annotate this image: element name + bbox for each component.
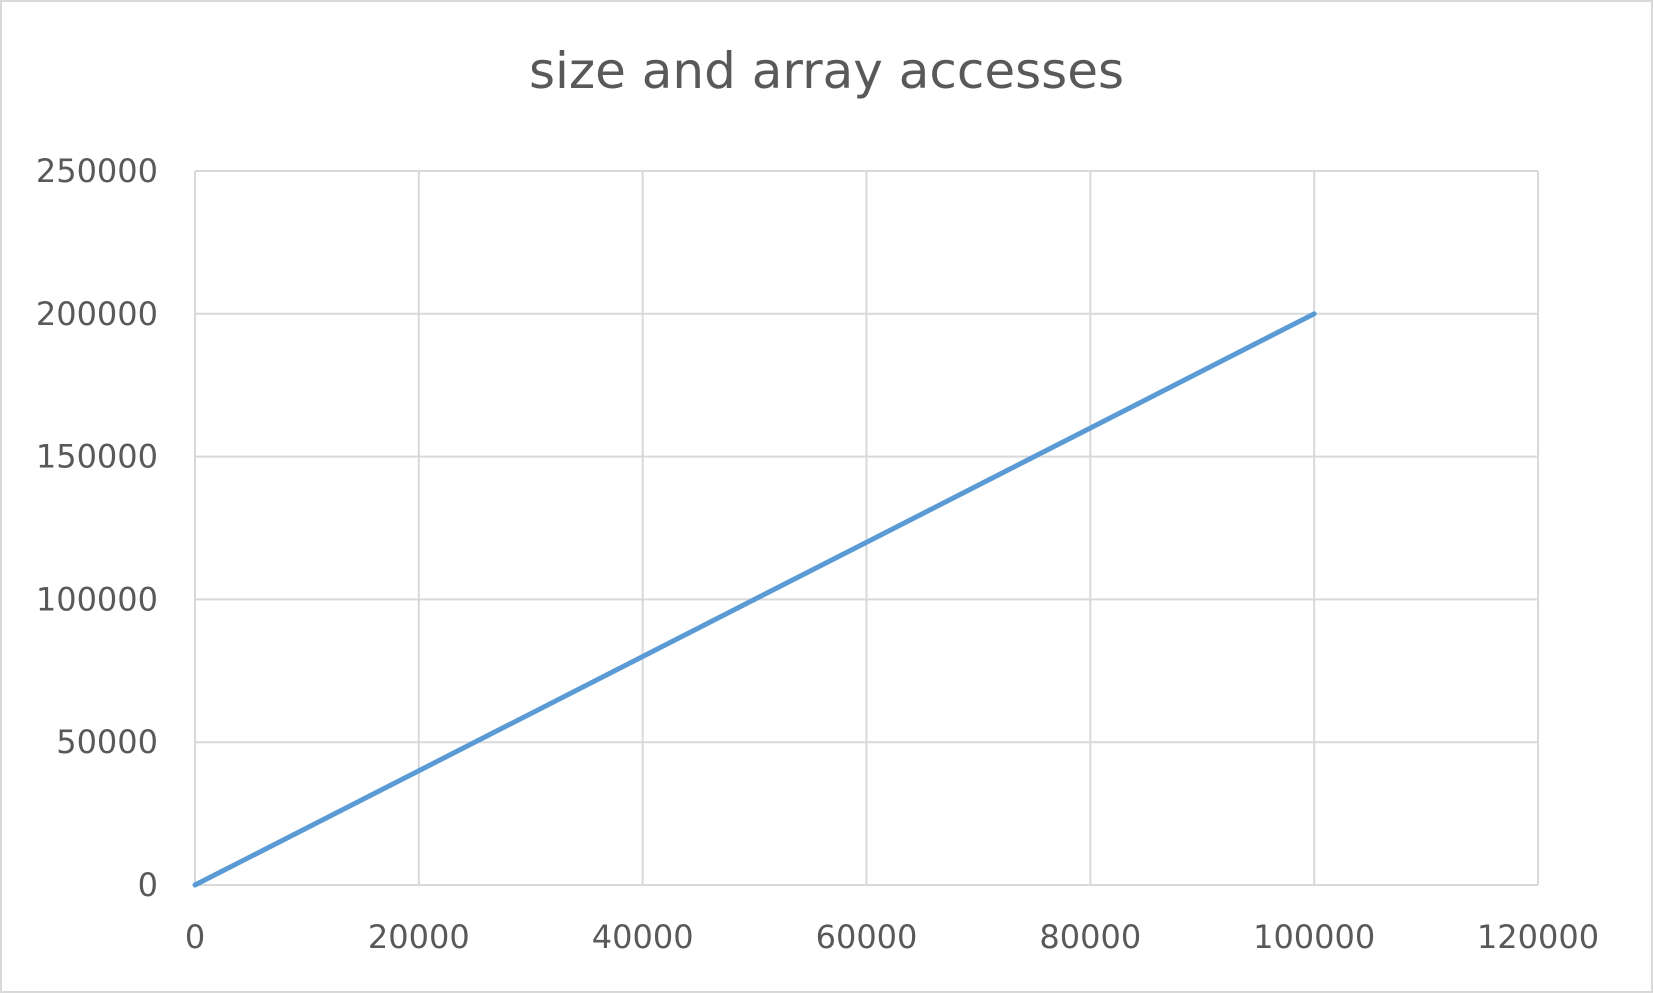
x-tick-label: 20000 (368, 918, 470, 956)
x-tick-label: 0 (185, 918, 205, 956)
y-tick-label: 100000 (36, 580, 158, 618)
grid-lines (194, 170, 1539, 886)
series-line (192, 311, 1317, 888)
y-tick-label: 250000 (36, 152, 158, 190)
y-tick-label: 50000 (56, 723, 158, 761)
y-tick-label: 0 (138, 866, 158, 904)
x-tick-label: 100000 (1253, 918, 1375, 956)
tick-labels: 0 50000 100000 150000 200000 250000 0 20000 4000… (36, 152, 1599, 956)
x-tick-label: 40000 (592, 918, 694, 956)
x-tick-label: 60000 (816, 918, 918, 956)
y-tick-label: 150000 (36, 438, 158, 476)
y-tick-label: 200000 (36, 295, 158, 333)
x-tick-label: 80000 (1039, 918, 1141, 956)
chart-title: size and array accesses (528, 42, 1125, 100)
series-lines (192, 311, 1317, 888)
x-tick-label: 120000 (1477, 918, 1599, 956)
